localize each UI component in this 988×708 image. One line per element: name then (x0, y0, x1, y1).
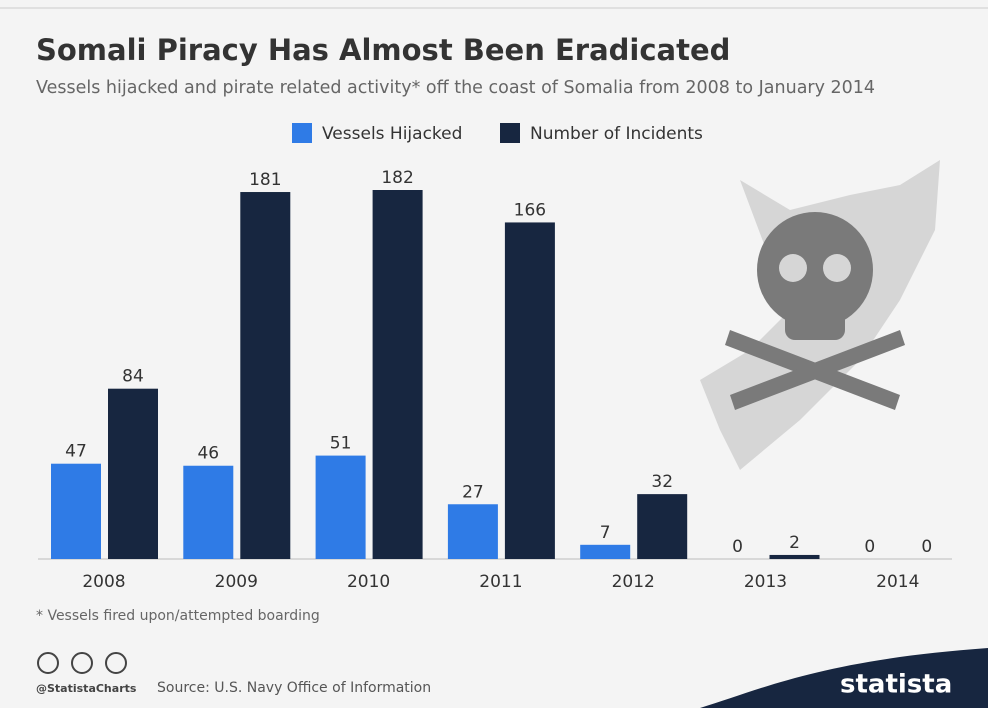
logo-wave (700, 648, 988, 708)
legend-label: Number of Incidents (530, 124, 703, 144)
data-label: 84 (122, 367, 144, 387)
skull (757, 212, 873, 328)
data-label: 166 (514, 200, 546, 220)
data-label: 0 (864, 537, 875, 557)
x-tick-label: 2008 (82, 572, 125, 592)
data-label: 0 (732, 537, 743, 557)
credit: @StatistaCharts (36, 682, 137, 695)
bar (769, 554, 820, 559)
chart-title: Somali Piracy Has Almost Been Eradicated (36, 33, 730, 67)
data-label: 46 (197, 444, 219, 464)
x-tick-label: 2014 (876, 572, 919, 592)
icon (37, 652, 59, 674)
data-label: 181 (249, 170, 281, 190)
x-tick-label: 2009 (215, 572, 258, 592)
jaw (785, 300, 845, 340)
legend-label: Vessels Hijacked (322, 124, 462, 144)
footnote: * Vessels fired upon/attempted boarding (36, 608, 320, 624)
bar (108, 388, 158, 559)
bar (240, 192, 291, 559)
data-label: 7 (600, 523, 611, 543)
legend-swatch (500, 123, 520, 143)
bar (51, 463, 101, 559)
cc-icons (37, 652, 127, 674)
data-label: 47 (65, 442, 87, 462)
data-label: 182 (381, 168, 413, 188)
x-tick-label: 2012 (612, 572, 655, 592)
logo: statista (840, 670, 952, 700)
x-tick-label: 2010 (347, 572, 390, 592)
bar (504, 222, 555, 559)
data-label: 27 (462, 482, 484, 502)
bar (372, 190, 423, 559)
source: Source: U.S. Navy Office of Information (157, 680, 431, 696)
data-label: 32 (651, 472, 673, 492)
legend-swatch (292, 123, 312, 143)
eye (779, 254, 807, 282)
icon (105, 652, 127, 674)
eye (823, 254, 851, 282)
bar (447, 504, 498, 559)
data-label: 0 (921, 537, 932, 557)
data-label: 2 (789, 533, 800, 553)
bar (637, 494, 688, 559)
bone (730, 330, 905, 410)
chart-subtitle: Vessels hijacked and pirate related acti… (36, 78, 875, 98)
bar (183, 465, 234, 559)
x-tick-label: 2011 (479, 572, 522, 592)
bar (315, 455, 366, 559)
skull-illustration (725, 212, 905, 410)
data-label: 51 (330, 434, 352, 454)
x-tick-label: 2013 (744, 572, 787, 592)
icon (71, 652, 93, 674)
bar (580, 544, 631, 559)
